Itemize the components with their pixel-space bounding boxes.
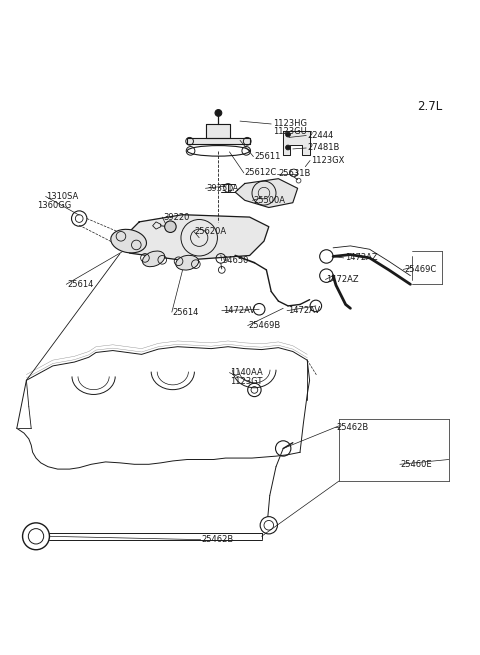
Text: 1360GG: 1360GG xyxy=(37,201,72,210)
Circle shape xyxy=(215,109,222,117)
Text: 25614: 25614 xyxy=(173,308,199,316)
Text: 25612C: 25612C xyxy=(245,168,277,178)
Text: 39220: 39220 xyxy=(163,213,190,221)
Ellipse shape xyxy=(176,255,199,270)
Text: 25462B: 25462B xyxy=(336,423,368,432)
Ellipse shape xyxy=(143,251,165,267)
Text: 1472AZ: 1472AZ xyxy=(345,253,377,263)
Ellipse shape xyxy=(111,229,146,253)
Polygon shape xyxy=(120,215,269,260)
Circle shape xyxy=(165,221,176,233)
Text: 25460E: 25460E xyxy=(401,460,432,469)
Text: 25462B: 25462B xyxy=(202,535,234,544)
Circle shape xyxy=(286,132,290,137)
Text: 1123GT: 1123GT xyxy=(230,377,263,386)
Text: 1123HG: 1123HG xyxy=(273,119,307,128)
Text: 25620A: 25620A xyxy=(195,227,227,236)
Circle shape xyxy=(286,145,290,150)
Text: 25500A: 25500A xyxy=(253,196,286,205)
Text: 1472AV: 1472AV xyxy=(223,306,255,315)
Polygon shape xyxy=(206,124,230,138)
Text: 1310SA: 1310SA xyxy=(47,192,79,201)
Polygon shape xyxy=(187,138,250,144)
Polygon shape xyxy=(283,131,310,155)
Text: 25631B: 25631B xyxy=(278,170,311,178)
Text: 1472AV: 1472AV xyxy=(288,306,320,315)
Text: 2.7L: 2.7L xyxy=(417,100,442,113)
Text: 94650: 94650 xyxy=(223,256,249,265)
Text: 25614: 25614 xyxy=(67,280,94,289)
Text: 39351A: 39351A xyxy=(206,184,239,193)
Text: 27481B: 27481B xyxy=(307,143,339,153)
Text: 1140AA: 1140AA xyxy=(230,368,263,377)
Polygon shape xyxy=(235,179,298,208)
Text: 25611: 25611 xyxy=(254,152,281,161)
Text: 1123GU: 1123GU xyxy=(273,127,306,136)
Text: 1123GX: 1123GX xyxy=(311,156,345,165)
Text: 25469C: 25469C xyxy=(404,265,436,274)
Text: 25469B: 25469B xyxy=(249,321,281,330)
Text: 22444: 22444 xyxy=(307,131,334,140)
Text: 1472AZ: 1472AZ xyxy=(326,275,359,284)
Polygon shape xyxy=(153,222,161,229)
